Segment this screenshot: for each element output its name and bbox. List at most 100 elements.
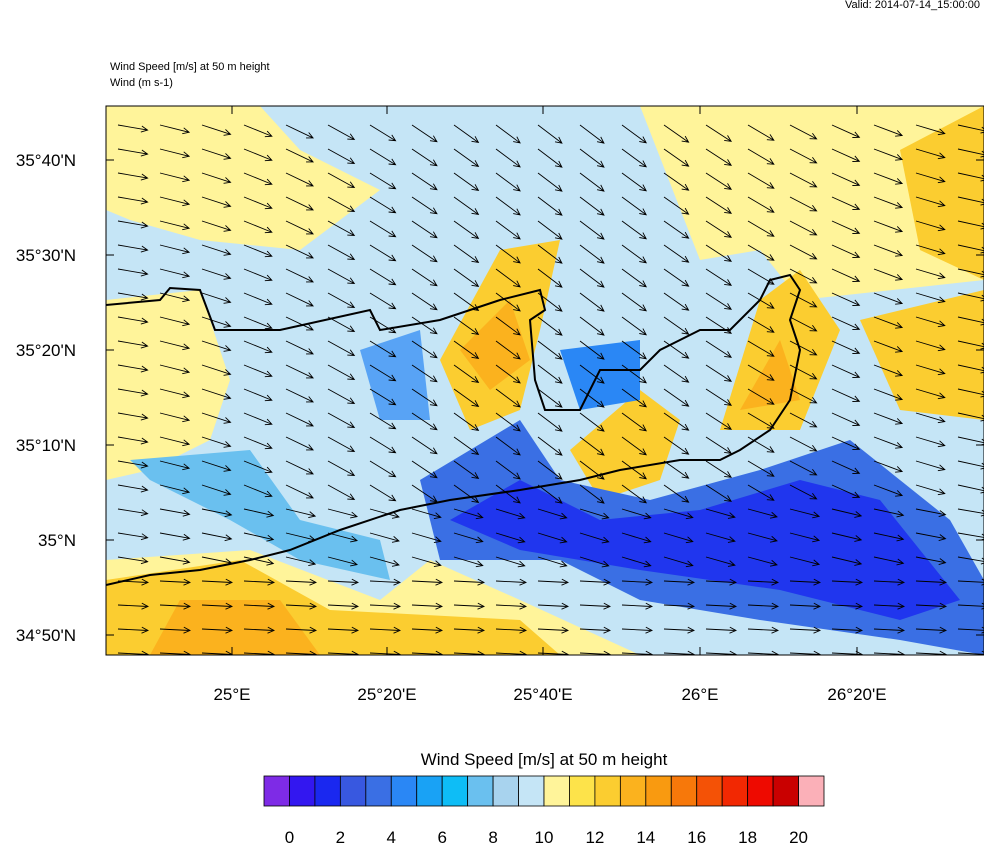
wind-arrow <box>201 626 233 634</box>
wind-arrow <box>663 532 694 544</box>
wind-arrow <box>201 292 232 304</box>
wind-arrow <box>495 220 521 240</box>
wind-arrow <box>873 340 904 353</box>
wind-arrow <box>243 484 273 498</box>
wind-arrow <box>831 556 863 566</box>
wind-arrow <box>621 508 652 520</box>
wind-arrow <box>243 172 273 186</box>
wind-arrow <box>117 650 149 655</box>
wind-arrow <box>537 626 569 634</box>
wind-arrow <box>243 220 273 234</box>
wind-arrow <box>873 532 905 542</box>
wind-arrow <box>453 412 480 432</box>
wind-arrow <box>789 460 818 476</box>
wind-arrow <box>705 508 736 519</box>
wind-arrow <box>537 602 569 610</box>
wind-arrow <box>747 268 775 285</box>
wind-arrow <box>915 436 946 448</box>
wind-arrow <box>495 626 527 634</box>
wind-arrow <box>327 364 356 380</box>
wind-arrow <box>495 292 521 312</box>
wind-arrow <box>201 220 232 232</box>
wind-arrow <box>495 484 521 504</box>
wind-arrow <box>915 292 946 304</box>
wind-arrow <box>159 508 191 517</box>
wind-arrow <box>495 650 527 655</box>
wind-arrow <box>747 340 775 357</box>
wind-arrow <box>369 626 401 634</box>
colorbar-box <box>569 775 596 807</box>
wind-arrow <box>873 388 904 401</box>
wind-arrow <box>159 602 191 610</box>
wind-arrow <box>369 388 397 406</box>
wind-arrow <box>831 364 861 378</box>
wind-arrow <box>201 268 232 280</box>
wind-arrow <box>285 388 314 403</box>
wind-arrow <box>495 244 521 264</box>
wind-arrow <box>579 244 605 264</box>
wind-arrow <box>789 650 821 655</box>
wind-arrow <box>831 292 861 306</box>
wind-arrow <box>915 412 946 424</box>
wind-arrow <box>831 602 863 610</box>
wind-arrow <box>915 532 947 541</box>
wind-arrow <box>411 532 442 543</box>
wind-arrow <box>915 650 947 655</box>
wind-arrow <box>747 508 778 519</box>
wind-arrow <box>705 148 733 166</box>
wind-arrow <box>453 460 480 480</box>
wind-arrow <box>327 626 359 634</box>
wind-arrow <box>537 578 569 586</box>
wind-arrow <box>117 268 149 277</box>
wind-arrow <box>327 556 359 567</box>
wind-arrow <box>285 578 317 586</box>
lon-label: 26°20'E <box>827 685 886 704</box>
wind-arrows <box>117 124 984 655</box>
colorbar-box <box>492 775 519 807</box>
wind-arrow <box>201 124 232 136</box>
wind-arrow <box>411 292 438 311</box>
wind-arrow <box>495 268 521 288</box>
wind-arrow <box>453 578 485 586</box>
lat-label: 34°50'N <box>16 626 76 645</box>
wind-arrow <box>495 578 527 586</box>
wind-arrow <box>201 316 232 328</box>
wind-arrow <box>915 148 946 160</box>
wind-arrow <box>579 508 610 520</box>
wind-arrow <box>327 388 356 404</box>
wind-arrow <box>453 556 484 568</box>
wind-arrow <box>705 650 737 655</box>
wind-arrow <box>915 220 946 232</box>
wind-arrow <box>537 196 563 216</box>
colorbar-box <box>772 775 799 807</box>
wind-arrow <box>243 650 275 655</box>
lat-label: 35°30'N <box>16 246 76 265</box>
wind-arrow <box>705 124 733 142</box>
wind-arrow <box>159 412 191 423</box>
wind-arrow <box>831 244 861 258</box>
wind-arrow <box>285 172 314 187</box>
wind-arrow <box>411 556 442 567</box>
wind-arrow <box>789 316 818 332</box>
colorbar-box <box>416 775 443 807</box>
wind-arrow <box>369 556 400 567</box>
wind-arrow <box>747 532 778 543</box>
wind-arrow <box>747 196 775 213</box>
wind-arrow <box>789 484 818 500</box>
wind-arrow <box>369 532 400 543</box>
colorbar-box <box>594 775 621 807</box>
wind-arrow <box>327 196 356 212</box>
colorbar-label: 10 <box>535 828 554 845</box>
wind-arrow <box>621 412 647 432</box>
wind-arrow <box>201 484 232 496</box>
wind-arrow <box>369 508 400 519</box>
wind-arrow <box>159 532 191 541</box>
wind-arrow <box>831 436 861 450</box>
wind-arrow <box>789 340 818 356</box>
colorbar-box <box>670 775 698 807</box>
wind-arrow <box>915 626 947 634</box>
wind-arrow <box>285 484 314 499</box>
wind-arrow <box>243 508 275 518</box>
wind-arrow <box>789 532 821 543</box>
